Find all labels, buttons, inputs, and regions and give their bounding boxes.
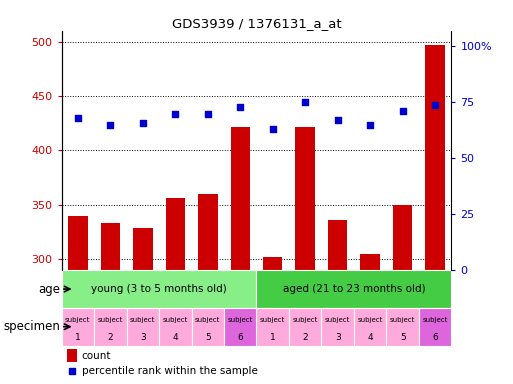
Text: aged (21 to 23 months old): aged (21 to 23 months old): [283, 284, 425, 294]
Point: [171, 111, 180, 117]
Text: 2: 2: [303, 333, 308, 342]
Text: specimen: specimen: [3, 320, 60, 333]
Point: [366, 122, 374, 128]
Bar: [386, 308, 419, 346]
Text: subject: subject: [130, 317, 155, 323]
Text: subject: subject: [292, 317, 318, 323]
Point: [204, 111, 212, 117]
Point: [301, 99, 309, 106]
Text: young (3 to 5 months old): young (3 to 5 months old): [91, 284, 227, 294]
Text: subject: subject: [163, 317, 188, 323]
Text: 4: 4: [172, 333, 178, 342]
Bar: [425, 45, 445, 270]
Bar: [354, 308, 386, 346]
Point: [139, 119, 147, 126]
Text: 6: 6: [432, 333, 438, 342]
Bar: [68, 216, 88, 270]
Bar: [295, 127, 315, 270]
Bar: [159, 308, 191, 346]
Point: [269, 126, 277, 132]
Text: 1: 1: [75, 333, 81, 342]
Bar: [62, 308, 94, 346]
Text: 3: 3: [335, 333, 341, 342]
Point: [431, 101, 439, 108]
Bar: [361, 254, 380, 270]
Text: 6: 6: [238, 333, 243, 342]
Bar: [101, 223, 120, 270]
Text: 3: 3: [140, 333, 146, 342]
Bar: [289, 308, 322, 346]
Bar: [133, 228, 152, 270]
Bar: [94, 308, 127, 346]
Text: 1: 1: [270, 333, 275, 342]
Bar: [328, 220, 347, 270]
Bar: [419, 308, 451, 346]
Bar: [393, 205, 412, 270]
Text: 2: 2: [108, 333, 113, 342]
Title: GDS3939 / 1376131_a_at: GDS3939 / 1376131_a_at: [172, 17, 341, 30]
Text: 5: 5: [400, 333, 406, 342]
Point: [333, 117, 342, 123]
Point: [236, 104, 244, 110]
Bar: [224, 308, 256, 346]
Bar: [256, 270, 451, 308]
Bar: [230, 127, 250, 270]
Text: subject: subject: [423, 317, 448, 323]
Text: subject: subject: [390, 317, 416, 323]
Text: subject: subject: [97, 317, 123, 323]
Text: subject: subject: [65, 317, 90, 323]
Text: age: age: [38, 283, 60, 296]
Text: subject: subject: [325, 317, 350, 323]
Point: [74, 115, 82, 121]
Text: subject: subject: [260, 317, 285, 323]
Bar: [322, 308, 354, 346]
Bar: [127, 308, 159, 346]
Point: [399, 108, 407, 114]
Bar: [67, 349, 77, 362]
Text: 4: 4: [367, 333, 373, 342]
Point: [106, 122, 114, 128]
Text: count: count: [82, 351, 111, 361]
Text: percentile rank within the sample: percentile rank within the sample: [82, 366, 258, 376]
Text: subject: subject: [195, 317, 221, 323]
Bar: [256, 308, 289, 346]
Text: 5: 5: [205, 333, 211, 342]
Point: [68, 368, 76, 374]
Bar: [191, 308, 224, 346]
Bar: [166, 199, 185, 270]
Bar: [198, 194, 218, 270]
Bar: [263, 257, 283, 270]
Text: subject: subject: [228, 317, 253, 323]
Bar: [62, 270, 256, 308]
Text: subject: subject: [358, 317, 383, 323]
